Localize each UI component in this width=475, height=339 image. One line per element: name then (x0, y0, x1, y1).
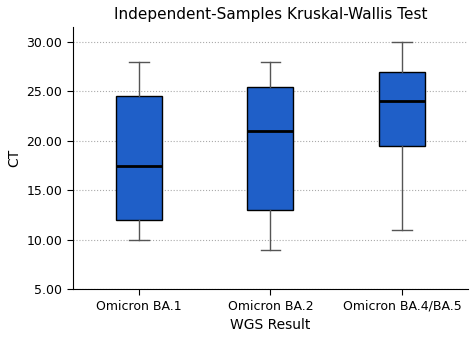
PathPatch shape (379, 72, 425, 146)
X-axis label: WGS Result: WGS Result (230, 318, 311, 332)
PathPatch shape (115, 96, 162, 220)
PathPatch shape (247, 86, 294, 210)
Y-axis label: CT: CT (7, 149, 21, 167)
Title: Independent-Samples Kruskal-Wallis Test: Independent-Samples Kruskal-Wallis Test (114, 7, 427, 22)
